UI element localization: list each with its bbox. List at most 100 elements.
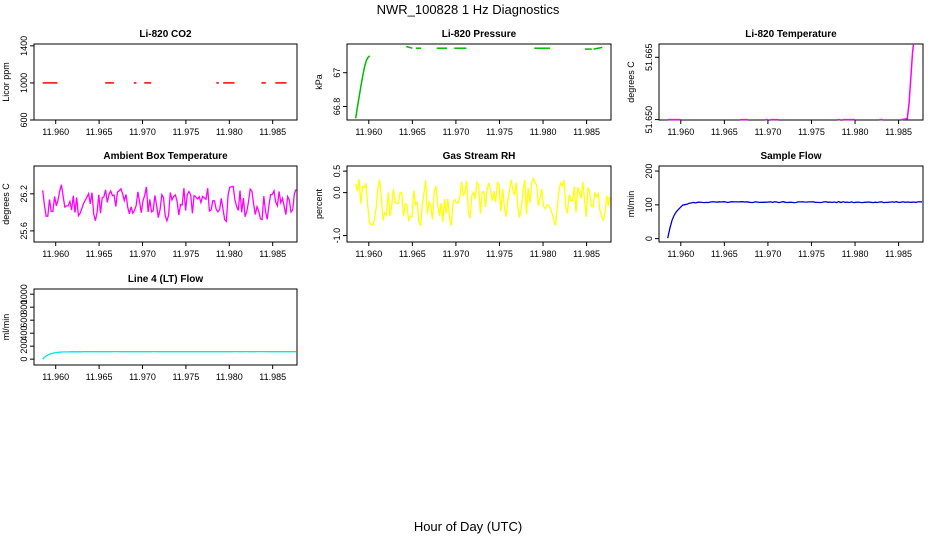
x-tick-label: 11.960 [42, 372, 69, 382]
x-tick-label: 11.970 [754, 249, 781, 259]
y-tick-label: 51.650 [644, 106, 654, 134]
plot-frame [33, 288, 298, 366]
plot-frame [33, 43, 298, 121]
panel-1: Li-820 CO2 11.960 11.965 11.970 11.975 11.980… [1, 29, 298, 137]
x-tick-label: 11.970 [129, 372, 156, 382]
x-tick-label: 11.965 [711, 127, 738, 137]
x-tick-label: 11.985 [885, 249, 912, 259]
plot-frame [658, 165, 924, 243]
series-segment [901, 44, 915, 121]
x-tick-label: 11.980 [842, 249, 869, 259]
x-tick-label: 11.975 [172, 249, 199, 259]
x-tick-label: 11.975 [172, 372, 199, 382]
x-tick-label: 11.980 [216, 372, 243, 382]
x-tick-label: 11.980 [530, 249, 557, 259]
x-tick-label: 11.970 [129, 127, 156, 137]
x-tick-label: 11.965 [86, 249, 113, 259]
x-tick-label: 11.985 [259, 372, 286, 382]
x-tick-label: 11.960 [667, 127, 694, 137]
panel-title: Line 4 (LT) Flow [128, 274, 204, 285]
panel-6: Sample Flow 11.960 11.965 11.970 11.975 11.98… [626, 151, 924, 259]
y-tick-label: 600 [19, 313, 29, 328]
y-tick-label: 200 [19, 339, 29, 354]
panel-title: Li-820 CO2 [139, 29, 192, 40]
x-tick-label: 11.970 [129, 249, 156, 259]
x-tick-label: 11.960 [42, 249, 69, 259]
x-tick-label: 11.970 [754, 127, 781, 137]
y-tick-label: 800 [19, 300, 29, 315]
x-tick-label: 11.960 [355, 127, 382, 137]
plot-frame [346, 43, 612, 121]
series-line [355, 176, 611, 226]
x-tick-label: 11.965 [86, 127, 113, 137]
x-tick-label: 11.975 [798, 249, 825, 259]
y-axis-label: ml/min [626, 191, 636, 218]
x-tick-label: 11.960 [42, 127, 69, 137]
y-tick-label: 0.0 [332, 186, 342, 199]
y-tick-label: 67 [332, 68, 342, 78]
panel-2: Li-820 Pressure 11.960 11.965 11.970 11.975 1… [314, 29, 612, 137]
x-tick-label: 11.980 [530, 127, 557, 137]
figure-title: NWR_100828 1 Hz Diagnostics [376, 2, 560, 17]
series-line [42, 350, 297, 360]
y-axis-label: Licor ppm [1, 62, 11, 102]
panel-title: Gas Stream RH [443, 151, 516, 162]
plot-frame [33, 165, 298, 243]
x-tick-label: 11.985 [573, 127, 600, 137]
y-tick-label: 26.2 [19, 185, 29, 203]
y-tick-label: 51.665 [644, 44, 654, 72]
x-tick-label: 11.975 [486, 127, 513, 137]
x-tick-label: 11.980 [842, 127, 869, 137]
y-tick-label: 600 [19, 112, 29, 127]
x-tick-label: 11.980 [216, 249, 243, 259]
series-line [667, 200, 923, 239]
y-tick-label: 1400 [19, 36, 29, 56]
plot-frame [658, 43, 924, 121]
x-tick-label: 11.975 [798, 127, 825, 137]
y-axis-label: kPa [314, 74, 324, 90]
y-tick-label: 1000 [19, 73, 29, 93]
x-tick-label: 11.965 [711, 249, 738, 259]
x-tick-label: 11.985 [259, 249, 286, 259]
x-tick-label: 11.960 [355, 249, 382, 259]
y-tick-label: 200 [644, 164, 654, 179]
y-axis-label: degrees C [1, 183, 11, 225]
panel-7: Line 4 (LT) Flow 11.960 11.965 11.970 11.975… [1, 274, 298, 382]
series-segment [593, 46, 603, 50]
y-tick-label: -1.0 [332, 228, 342, 244]
x-tick-label: 11.970 [442, 249, 469, 259]
x-tick-label: 11.965 [399, 127, 426, 137]
y-axis-label: degrees C [626, 61, 636, 103]
panel-4: Ambient Box Temperature 11.960 11.965 11.97… [1, 151, 298, 259]
y-tick-label: 400 [19, 326, 29, 341]
y-tick-label: 100 [644, 197, 654, 212]
panel-title: Li-820 Temperature [745, 29, 837, 40]
series-segment [405, 45, 413, 49]
panel-title: Ambient Box Temperature [103, 151, 228, 162]
x-tick-label: 11.985 [885, 127, 912, 137]
y-tick-label: 1000 [19, 284, 29, 304]
y-tick-label: 0 [644, 236, 654, 241]
x-tick-label: 11.965 [86, 372, 113, 382]
x-tick-label: 11.970 [442, 127, 469, 137]
series-segment [354, 55, 371, 119]
plot-frame [346, 165, 612, 243]
x-tick-label: 11.975 [486, 249, 513, 259]
x-tick-label: 11.980 [216, 127, 243, 137]
panel-5: Gas Stream RH 11.960 11.965 11.970 11.975 11.… [314, 151, 612, 259]
y-tick-label: 0 [19, 357, 29, 362]
x-tick-label: 11.985 [573, 249, 600, 259]
y-tick-label: 25.6 [19, 222, 29, 240]
x-tick-label: 11.975 [172, 127, 199, 137]
y-tick-label: 66.8 [332, 98, 342, 116]
series-line [42, 184, 297, 223]
y-tick-label: 0.5 [332, 165, 342, 178]
panel-title: Li-820 Pressure [442, 29, 517, 40]
x-tick-label: 11.965 [399, 249, 426, 259]
x-tick-label: 11.960 [667, 249, 694, 259]
x-axis-label: Hour of Day (UTC) [413, 519, 523, 534]
y-axis-label: ml/min [1, 314, 11, 341]
y-axis-label: percent [314, 188, 324, 219]
panel-title: Sample Flow [760, 151, 821, 162]
